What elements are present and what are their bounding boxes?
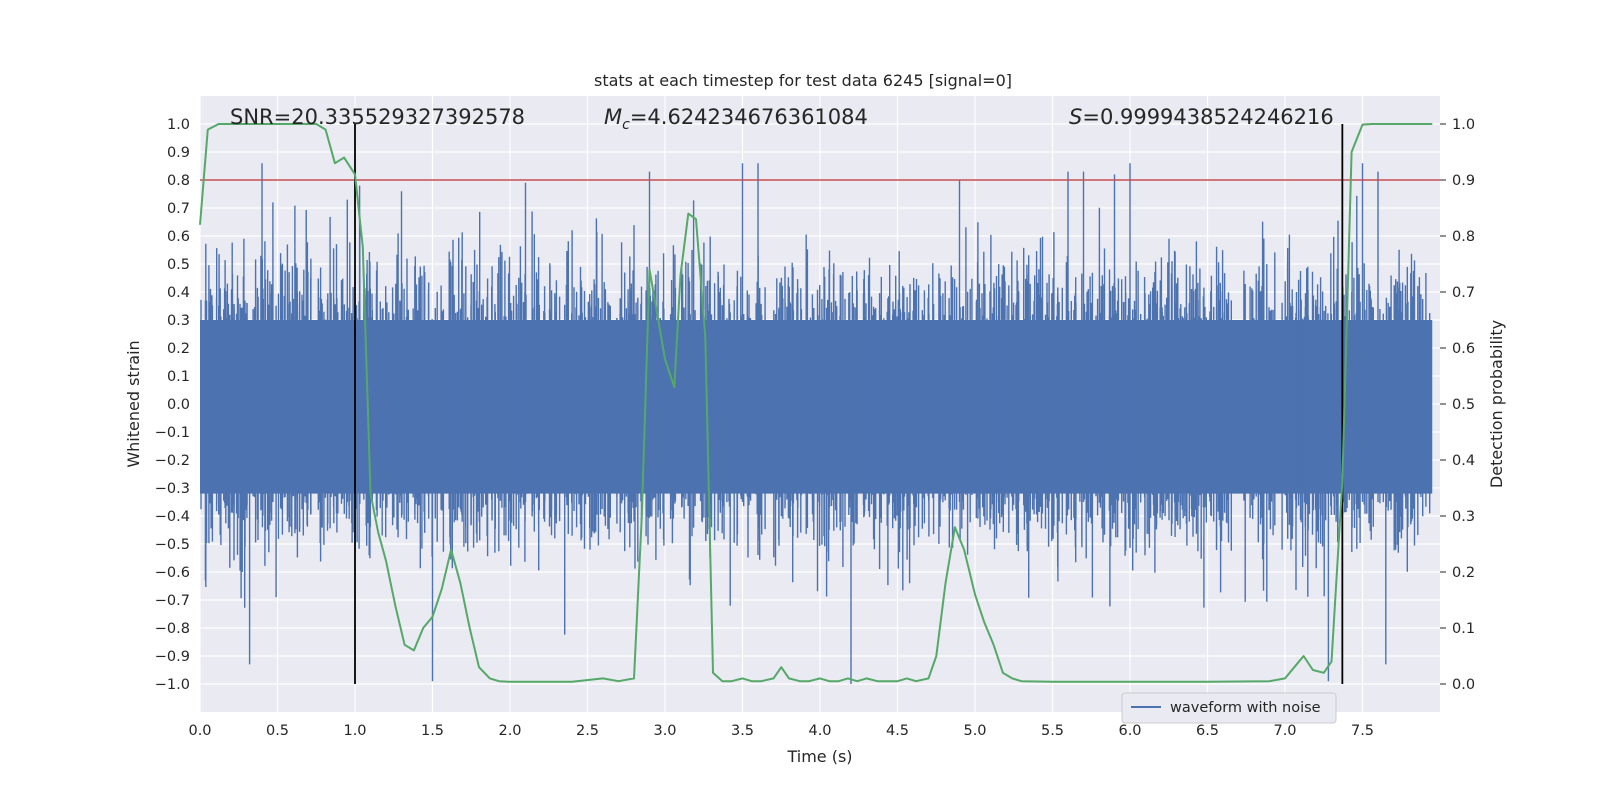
- chirp-mass-value: =4.624234676361084: [630, 105, 868, 129]
- score-annotation: S=0.9999438524246216: [1069, 105, 1334, 129]
- y-tick-label: −0.4: [155, 509, 190, 525]
- y2-tick-label: 0.6: [1452, 341, 1475, 357]
- chirp-mass-subscript: c: [622, 117, 630, 133]
- y-tick-label: 0.2: [167, 341, 190, 357]
- y-tick-label: −0.3: [155, 481, 190, 497]
- x-tick-label: 0.5: [266, 723, 289, 739]
- y-tick-label: 0.1: [167, 369, 190, 385]
- probability-series: [199, 123, 1433, 683]
- y-tick-label: −0.6: [155, 565, 190, 581]
- y-tick-label: −0.5: [155, 537, 190, 553]
- y-tick-label: 0.4: [167, 285, 190, 301]
- x-tick-label: 1.0: [343, 723, 366, 739]
- y2-tick-label: 0.3: [1452, 509, 1475, 525]
- chirp-mass-annotation: Mc=4.624234676361084: [604, 105, 868, 133]
- y2-tick-label: 0.8: [1452, 229, 1475, 245]
- y-tick-label: 0.5: [167, 257, 190, 273]
- legend-label-waveform: waveform with noise: [1170, 700, 1321, 716]
- y2-tick-label: 0.5: [1452, 397, 1475, 413]
- y-tick-label: 0.7: [167, 201, 190, 217]
- waveform-core-band: [200, 320, 1433, 494]
- x-tick-label: 5.0: [963, 723, 986, 739]
- snr-annotation: SNR=20.335529327392578: [230, 105, 525, 129]
- y2-tick-label: 0.4: [1452, 453, 1475, 469]
- y-tick-label: −0.8: [155, 621, 190, 637]
- y-tick-label: −0.1: [155, 425, 190, 441]
- x-tick-label: 0.0: [188, 723, 211, 739]
- x-tick-label: 7.5: [1351, 723, 1374, 739]
- legend-box: [1121, 692, 1337, 724]
- x-ticks: 0.0 0.5 1.0 1.5 2.0 2.5 3.0 3.5 4.0 4.5 5.0 5.5 6.0 6…: [188, 723, 1374, 739]
- y-tick-label: 1.0: [167, 117, 190, 133]
- x-tick-label: 4.0: [808, 723, 831, 739]
- x-tick-label: 3.0: [653, 723, 676, 739]
- vertical-markers: [354, 124, 1344, 684]
- waveform-series: [200, 163, 1433, 684]
- x-tick-label: 7.0: [1273, 723, 1296, 739]
- y2-tick-label: 0.7: [1452, 285, 1475, 301]
- y-tick-label: 0.8: [167, 173, 190, 189]
- waveform-spikes: [200, 163, 1431, 684]
- y2-tick-label: 0.0: [1452, 677, 1475, 693]
- x-tick-label: 6.0: [1118, 723, 1141, 739]
- x-tick-label: 5.5: [1041, 723, 1064, 739]
- y2-tick-label: 0.2: [1452, 565, 1475, 581]
- y2-tick-label: 0.1: [1452, 621, 1475, 637]
- y-tick-label: −1.0: [155, 677, 190, 693]
- x-tick-label: 1.5: [421, 723, 444, 739]
- y2-ticks: 1.0 0.9 0.8 0.7 0.6 0.5 0.4 0.3 0.2 0.1 0.0: [1440, 117, 1475, 693]
- y-axis-label: Whitened strain: [124, 340, 143, 467]
- chirp-mass-symbol: M: [604, 105, 622, 129]
- score-value: =0.9999438524246216: [1082, 105, 1333, 129]
- x-tick-label: 6.5: [1196, 723, 1219, 739]
- x-tick-label: 3.5: [731, 723, 754, 739]
- y2-axis-label: Detection probability: [1487, 320, 1506, 488]
- y-tick-label: 0.9: [167, 145, 190, 161]
- score-symbol: S: [1069, 105, 1082, 129]
- y-tick-label: 0.6: [167, 229, 190, 245]
- x-tick-label: 4.5: [886, 723, 909, 739]
- y-tick-label: −0.7: [155, 593, 190, 609]
- legend: waveform with noise: [1121, 692, 1337, 724]
- chart-title: stats at each timestep for test data 624…: [594, 71, 1012, 90]
- x-axis-label: Time (s): [786, 747, 852, 766]
- y-ticks: 1.0 0.9 0.8 0.7 0.6 0.5 0.4 0.3 0.2 0.1 0.0 −0.1 −0.…: [155, 117, 190, 693]
- y-tick-label: 0.0: [167, 397, 190, 413]
- y-tick-label: −0.9: [155, 649, 190, 665]
- y2-tick-label: 1.0: [1452, 117, 1475, 133]
- x-tick-label: 2.0: [498, 723, 521, 739]
- y-tick-label: 0.3: [167, 313, 190, 329]
- y2-tick-label: 0.9: [1452, 173, 1475, 189]
- x-tick-label: 2.5: [576, 723, 599, 739]
- y-tick-label: −0.2: [155, 453, 190, 469]
